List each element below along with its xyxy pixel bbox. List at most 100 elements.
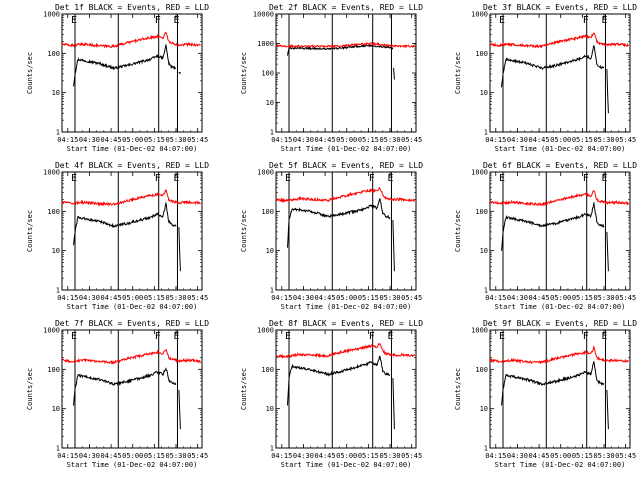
lld-series-line xyxy=(61,348,202,365)
x-tick-label: 04:15 xyxy=(485,294,506,302)
y-tick-label: 1 xyxy=(484,444,488,452)
y-tick-label: 10 xyxy=(480,89,488,97)
y-axis-label: Counts/sec xyxy=(240,52,248,94)
x-tick-label: 05:30 xyxy=(165,136,186,144)
y-tick-label: 100 xyxy=(47,208,60,216)
x-tick-label: 04:45 xyxy=(529,452,550,460)
time-marker-flag: E xyxy=(173,173,179,184)
x-axis-label: Start Time (01-Dec-02 04:07:00) xyxy=(281,145,412,153)
x-axis-label: Start Time (01-Dec-02 04:07:00) xyxy=(495,461,626,469)
time-marker-flag: E xyxy=(71,331,77,342)
chart-title: Det 3f BLACK = Events, RED = LLD xyxy=(483,3,637,12)
lld-series-line xyxy=(61,31,201,49)
y-tick-label: 100 xyxy=(475,208,488,216)
y-tick-label: 10 xyxy=(266,99,274,107)
events-series-line xyxy=(287,198,391,248)
y-axis-label: Counts/sec xyxy=(26,210,34,252)
plot-frame xyxy=(61,171,203,291)
x-tick-label: 05:30 xyxy=(165,294,186,302)
x-tick-label: 05:45 xyxy=(401,294,422,302)
time-marker-flag: F xyxy=(155,15,161,26)
events-series-line xyxy=(392,378,395,430)
x-tick-label: 05:00 xyxy=(550,136,571,144)
lld-series-line xyxy=(275,342,416,359)
y-tick-label: 100 xyxy=(261,70,274,78)
x-tick-label: 05:00 xyxy=(336,452,357,460)
x-tick-label: 05:30 xyxy=(593,294,614,302)
plot-frame xyxy=(61,329,203,449)
time-marker-flag: E xyxy=(71,15,77,26)
events-series-line xyxy=(501,44,605,88)
y-tick-label: 1 xyxy=(484,286,488,294)
x-tick-label: 04:30 xyxy=(507,136,528,144)
events-series-line xyxy=(393,67,395,80)
lld-series-line xyxy=(489,345,630,365)
x-axis-label: Start Time (01-Dec-02 04:07:00) xyxy=(495,145,626,153)
x-tick-label: 04:30 xyxy=(293,294,314,302)
y-tick-label: 100 xyxy=(47,366,60,374)
x-tick-label: 05:15 xyxy=(144,136,165,144)
lld-series-line xyxy=(489,190,630,207)
time-marker-flag: E xyxy=(285,173,291,184)
x-tick-label: 05:30 xyxy=(379,136,400,144)
x-tick-label: 04:30 xyxy=(79,136,100,144)
x-tick-label: 05:15 xyxy=(572,294,593,302)
x-tick-label: 04:15 xyxy=(57,136,78,144)
plot-frame xyxy=(489,13,631,133)
events-series-line xyxy=(501,202,605,251)
x-tick-label: 04:45 xyxy=(315,136,336,144)
time-marker-flag: E xyxy=(499,15,505,26)
panel-det-3f: Det 3f BLACK = Events, RED = LLD 1 10 100 10… xyxy=(454,3,637,153)
events-series-line xyxy=(178,226,181,272)
x-tick-label: 04:15 xyxy=(57,294,78,302)
x-tick-label: 04:15 xyxy=(57,452,78,460)
x-tick-label: 04:45 xyxy=(529,136,550,144)
x-tick-label: 04:30 xyxy=(293,452,314,460)
x-tick-label: 05:45 xyxy=(615,294,636,302)
y-tick-label: 1000 xyxy=(471,327,488,335)
events-series-line xyxy=(606,389,609,430)
y-tick-label: 1000 xyxy=(43,169,60,177)
y-tick-label: 1000 xyxy=(43,11,60,19)
time-marker-flag: E xyxy=(499,173,505,184)
x-tick-label: 05:45 xyxy=(615,452,636,460)
x-tick-label: 05:30 xyxy=(379,294,400,302)
x-tick-label: 05:30 xyxy=(165,452,186,460)
chart-title: Det 1f BLACK = Events, RED = LLD xyxy=(55,3,209,12)
y-tick-label: 1 xyxy=(270,128,274,136)
chart-title: Det 8f BLACK = Events, RED = LLD xyxy=(269,319,423,328)
y-tick-label: 100 xyxy=(261,208,274,216)
y-axis-label: Counts/sec xyxy=(454,210,462,252)
x-tick-label: 05:00 xyxy=(336,294,357,302)
x-axis-label: Start Time (01-Dec-02 04:07:00) xyxy=(67,303,198,311)
chart-title: Det 2f BLACK = Events, RED = LLD xyxy=(269,3,423,12)
time-marker-flag: F xyxy=(369,173,375,184)
time-marker-flag: F xyxy=(155,331,161,342)
x-tick-label: 05:45 xyxy=(615,136,636,144)
x-tick-label: 04:45 xyxy=(529,294,550,302)
y-tick-label: 1 xyxy=(56,444,60,452)
x-tick-label: 05:00 xyxy=(122,136,143,144)
time-marker-flag: E xyxy=(601,15,607,26)
x-tick-label: 05:45 xyxy=(187,294,208,302)
time-marker-flag: E xyxy=(387,173,393,184)
x-tick-label: 04:45 xyxy=(101,294,122,302)
y-axis-label: Counts/sec xyxy=(240,368,248,410)
x-tick-label: 05:00 xyxy=(550,452,571,460)
y-tick-label: 10 xyxy=(480,247,488,255)
panel-det-8f: Det 8f BLACK = Events, RED = LLD 1 10 100 10… xyxy=(240,319,423,469)
y-axis-label: Counts/sec xyxy=(454,368,462,410)
y-tick-label: 10 xyxy=(266,405,274,413)
lld-series-line xyxy=(275,41,415,49)
chart-title: Det 5f BLACK = Events, RED = LLD xyxy=(269,161,423,170)
y-tick-label: 1000 xyxy=(43,327,60,335)
y-tick-label: 1 xyxy=(270,286,274,294)
x-tick-label: 04:30 xyxy=(507,452,528,460)
chart-title: Det 9f BLACK = Events, RED = LLD xyxy=(483,319,637,328)
y-tick-label: 10 xyxy=(52,405,60,413)
x-tick-label: 04:30 xyxy=(507,294,528,302)
plot-frame xyxy=(275,13,417,133)
x-tick-label: 05:00 xyxy=(336,136,357,144)
plot-frame xyxy=(489,329,631,449)
x-tick-label: 04:15 xyxy=(271,294,292,302)
